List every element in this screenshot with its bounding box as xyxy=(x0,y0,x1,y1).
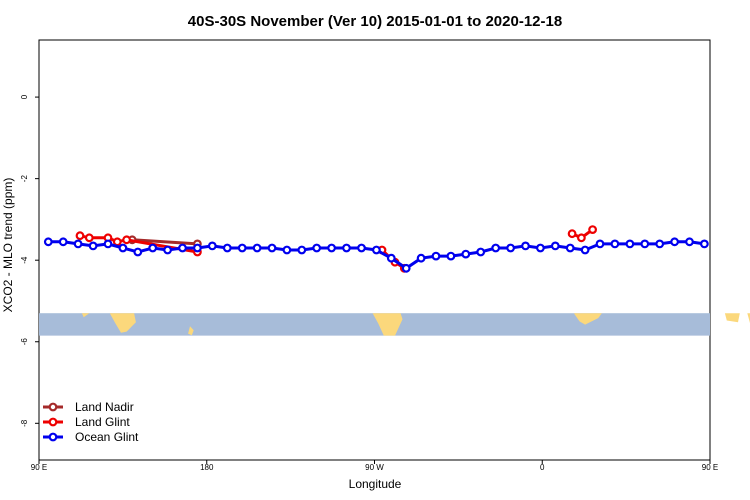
ocean-glint-point xyxy=(312,243,322,253)
chart-title: 40S-30S November (Ver 10) 2015-01-01 to … xyxy=(188,13,562,30)
land-glint-point xyxy=(567,229,577,239)
legend-marker xyxy=(48,402,58,412)
ocean-glint-point xyxy=(491,243,501,253)
ocean-glint-point xyxy=(431,251,441,261)
ocean-glint-point xyxy=(327,243,337,253)
ocean-glint-point xyxy=(386,253,396,263)
map-landmass xyxy=(372,313,403,336)
map-landmass xyxy=(747,313,750,324)
ocean-glint-point xyxy=(178,243,187,253)
ocean-glint-point xyxy=(416,253,426,263)
legend-label: Land Glint xyxy=(75,415,130,429)
ocean-glint-point xyxy=(357,243,366,253)
ocean-glint-point xyxy=(550,241,560,251)
ocean-glint-point xyxy=(655,239,665,249)
map-landmass xyxy=(81,313,90,318)
y-tick-label: 0 xyxy=(20,94,29,99)
ocean-glint-point xyxy=(282,245,292,255)
ocean-glint-point xyxy=(267,243,277,253)
map-ocean xyxy=(39,313,710,336)
ocean-glint-point xyxy=(580,245,590,255)
land-glint-point xyxy=(112,237,122,247)
ocean-glint-point xyxy=(565,243,575,253)
legend-marker xyxy=(48,417,58,427)
ocean-glint-point xyxy=(595,239,605,249)
ocean-glint-point xyxy=(625,239,635,249)
ocean-glint-point xyxy=(73,239,83,249)
legend-label: Ocean Glint xyxy=(75,430,139,444)
ocean-glint-point xyxy=(207,241,217,251)
ocean-glint-point xyxy=(103,239,113,249)
ocean-glint-point xyxy=(148,243,158,253)
ocean-glint-point xyxy=(536,243,545,253)
ocean-glint-point xyxy=(670,237,679,247)
ocean-glint-point xyxy=(342,243,351,253)
y-axis: 0 -2 -4 -6 -8 xyxy=(20,94,39,427)
ocean-glint-point xyxy=(461,249,471,259)
legend-marker xyxy=(48,432,58,442)
ocean-glint-point xyxy=(401,263,411,273)
x-tick-label: 0 xyxy=(540,463,545,472)
legend-label: Land Nadir xyxy=(75,400,134,414)
land-glint-point xyxy=(577,233,586,243)
legend-item-ocean-glint: Ocean Glint xyxy=(43,430,139,444)
ocean-glint-point xyxy=(476,247,486,257)
ocean-glint-point xyxy=(372,245,381,255)
land-glint-point xyxy=(122,235,131,245)
ocean-glint-point xyxy=(252,243,262,253)
ocean-glint-point xyxy=(237,243,247,253)
ocean-glint-point xyxy=(297,245,307,255)
ocean-glint-point xyxy=(222,243,232,253)
ocean-glint-point xyxy=(685,237,694,247)
land-nadir-line xyxy=(132,238,198,246)
land-glint-point xyxy=(75,231,85,241)
ocean-glint-point xyxy=(192,243,202,253)
ocean-glint-point xyxy=(640,239,650,249)
x-tick-label: 180 xyxy=(200,463,214,472)
ocean-glint-point xyxy=(43,237,53,247)
map-landmass xyxy=(188,326,194,336)
ocean-glint-point xyxy=(118,243,128,253)
land-glint-point xyxy=(84,233,94,243)
ocean-glint-point xyxy=(506,243,516,253)
map-landmass xyxy=(724,313,740,323)
y-tick-label: -6 xyxy=(20,338,29,346)
y-tick-label: -2 xyxy=(20,175,29,183)
ocean-glint-point xyxy=(610,239,620,249)
x-axis-label: Longitude xyxy=(349,477,402,491)
y-tick-label: -8 xyxy=(20,419,29,427)
land-glint-point xyxy=(588,225,597,235)
map-landmass xyxy=(573,313,602,325)
x-tick-label: 90 W xyxy=(365,463,384,472)
legend-item-land-nadir: Land Nadir xyxy=(43,400,134,414)
x-axis: 90 E 180 90 W 0 90 E xyxy=(31,460,718,472)
ocean-glint-point xyxy=(163,245,173,255)
series-layer xyxy=(43,225,709,273)
x-tick-label: 90 E xyxy=(702,463,718,472)
ocean-glint-point xyxy=(88,241,98,251)
ocean-glint-point xyxy=(446,251,456,261)
y-axis-label: XCO2 - MLO trend (ppm) xyxy=(1,178,15,313)
map-strip xyxy=(39,313,750,336)
ocean-glint-point xyxy=(58,237,68,247)
ocean-glint-point xyxy=(133,247,143,257)
ocean-glint-point xyxy=(700,239,709,249)
x-tick-label: 90 E xyxy=(31,463,47,472)
y-tick-label: -4 xyxy=(20,256,29,264)
legend-item-land-glint: Land Glint xyxy=(43,415,130,429)
map-landmass xyxy=(109,313,136,333)
ocean-glint-point xyxy=(521,241,530,251)
